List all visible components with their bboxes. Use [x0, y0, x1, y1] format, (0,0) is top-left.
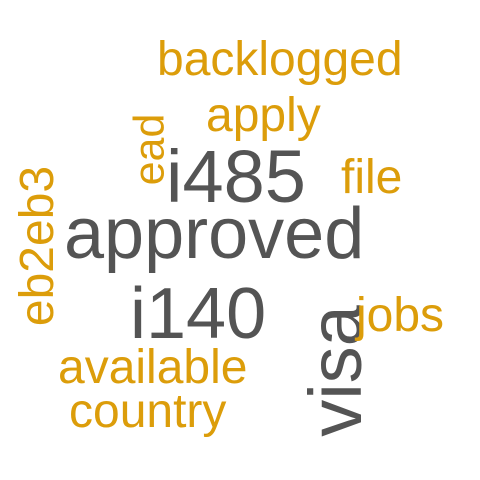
word-file: file	[341, 151, 403, 204]
word-jobs: jobs	[356, 289, 445, 342]
word-country: country	[69, 385, 227, 438]
word-available: available	[58, 341, 248, 394]
word-backlogged: backlogged	[157, 33, 403, 86]
word-eb2eb3: eb2eb3	[11, 165, 65, 327]
word-i485: i485	[166, 135, 306, 218]
word-i140: i140	[130, 274, 267, 354]
word-approved: approved	[64, 194, 365, 274]
word-ead: ead	[125, 113, 174, 186]
word-apply: apply	[206, 89, 321, 142]
